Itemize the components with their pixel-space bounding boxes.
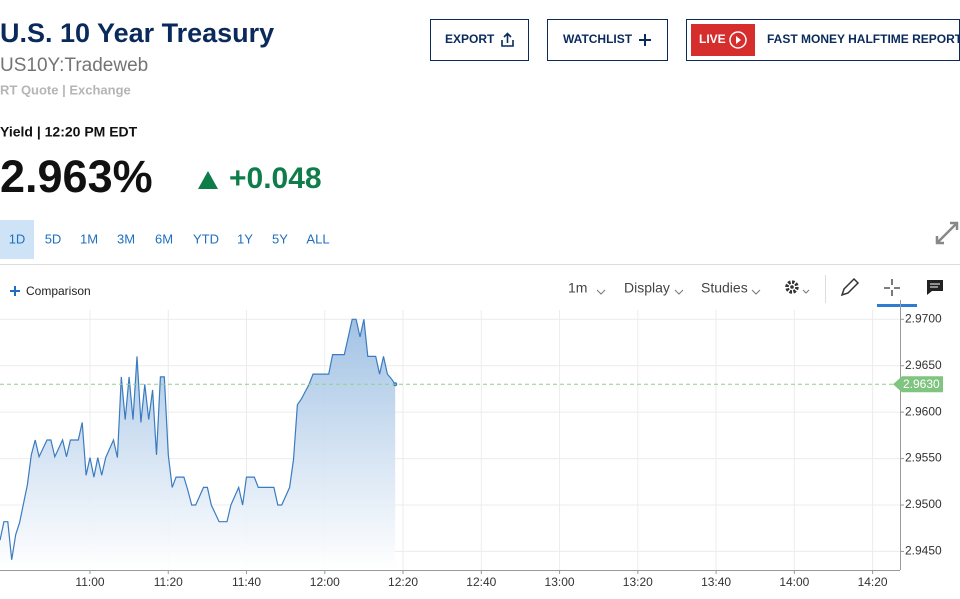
x-tick-label: 12:00 (310, 575, 340, 589)
price-line (0, 318, 396, 560)
button-frame (430, 19, 529, 61)
quote-change: +0.048 (229, 162, 322, 195)
range-tab[interactable]: YTD (193, 231, 219, 246)
x-tick-label: 12:40 (466, 575, 496, 589)
play-icon (729, 31, 747, 49)
y-tick-label: 2.9700 (905, 311, 942, 325)
range-tab[interactable]: ALL (306, 231, 329, 246)
live-button[interactable]: LIVE FAST MONEY HALFTIME REPORT (686, 19, 960, 61)
x-tick-label: 14:00 (779, 575, 809, 589)
title: U.S. 10 Year Treasury (0, 18, 274, 48)
range-tab[interactable]: 6M (155, 231, 173, 246)
quote-type: RT Quote | Exchange (0, 82, 131, 97)
studies-menu[interactable]: Studies (701, 280, 761, 296)
studies-label: Studies (701, 280, 748, 296)
last-price-label: 2.9630 (903, 377, 940, 391)
interval-label: 1m (568, 280, 587, 296)
x-tick-label: 12:20 (388, 575, 418, 589)
live-label: LIVE (699, 32, 726, 46)
export-button[interactable]: EXPORT (430, 19, 529, 61)
x-tick-label: 11:20 (154, 575, 183, 589)
watchlist-button[interactable]: WATCHLIST (547, 19, 668, 61)
interval-menu[interactable]: 1m (568, 280, 606, 296)
crosshair-icon[interactable] (877, 279, 917, 307)
quote-price: 2.963% (0, 151, 153, 202)
range-tab[interactable]: 1Y (237, 231, 253, 246)
x-tick-label: 13:40 (701, 575, 731, 589)
x-tick-label: 13:20 (623, 575, 653, 589)
range-tab[interactable]: 3M (117, 231, 135, 246)
display-label: Display (624, 280, 670, 296)
range-tab[interactable]: 5D (45, 231, 62, 246)
range-tab[interactable]: 1D (9, 231, 26, 246)
chart: 2.9450 2.9500 2.9550 2.9600 2.9650 2.9700 11:0… (0, 300, 943, 589)
area-fill (0, 319, 396, 570)
plus-icon (639, 34, 651, 46)
comment-icon[interactable] (927, 280, 943, 295)
x-tick-label: 11:40 (232, 575, 261, 589)
expand-icon[interactable] (935, 221, 959, 245)
last-price-tag (893, 376, 943, 393)
export-icon (501, 32, 514, 47)
y-tick-label: 2.9550 (905, 451, 942, 465)
button-label: EXPORT (445, 32, 495, 46)
settings-icon[interactable] (785, 280, 810, 294)
y-tick-label: 2.9450 (905, 544, 942, 558)
range-tab[interactable]: 5Y (272, 231, 288, 246)
x-tick-label: 11:00 (75, 575, 104, 589)
quote-label: Yield | 12:20 PM EDT (0, 124, 138, 140)
play-icon (736, 36, 741, 44)
selected-tab-bg (0, 220, 34, 259)
button-label: FAST MONEY HALFTIME REPORT (767, 32, 960, 46)
button-label: WATCHLIST (563, 32, 633, 46)
up-arrow (198, 171, 218, 189)
symbol: US10Y:Tradeweb (0, 55, 148, 76)
comparison-label: Comparison (26, 284, 91, 298)
live-badge (691, 24, 755, 56)
display-menu[interactable]: Display (624, 280, 684, 296)
y-tick-label: 2.9500 (905, 497, 942, 511)
x-tick-label: 14:20 (858, 575, 888, 589)
range-tab[interactable]: 1M (80, 231, 98, 246)
y-tick-label: 2.9650 (905, 358, 942, 372)
x-tick-label: 13:00 (545, 575, 575, 589)
draw-icon[interactable] (840, 277, 860, 297)
comparison-button[interactable]: Comparison (10, 284, 91, 298)
y-tick-label: 2.9600 (905, 404, 942, 418)
